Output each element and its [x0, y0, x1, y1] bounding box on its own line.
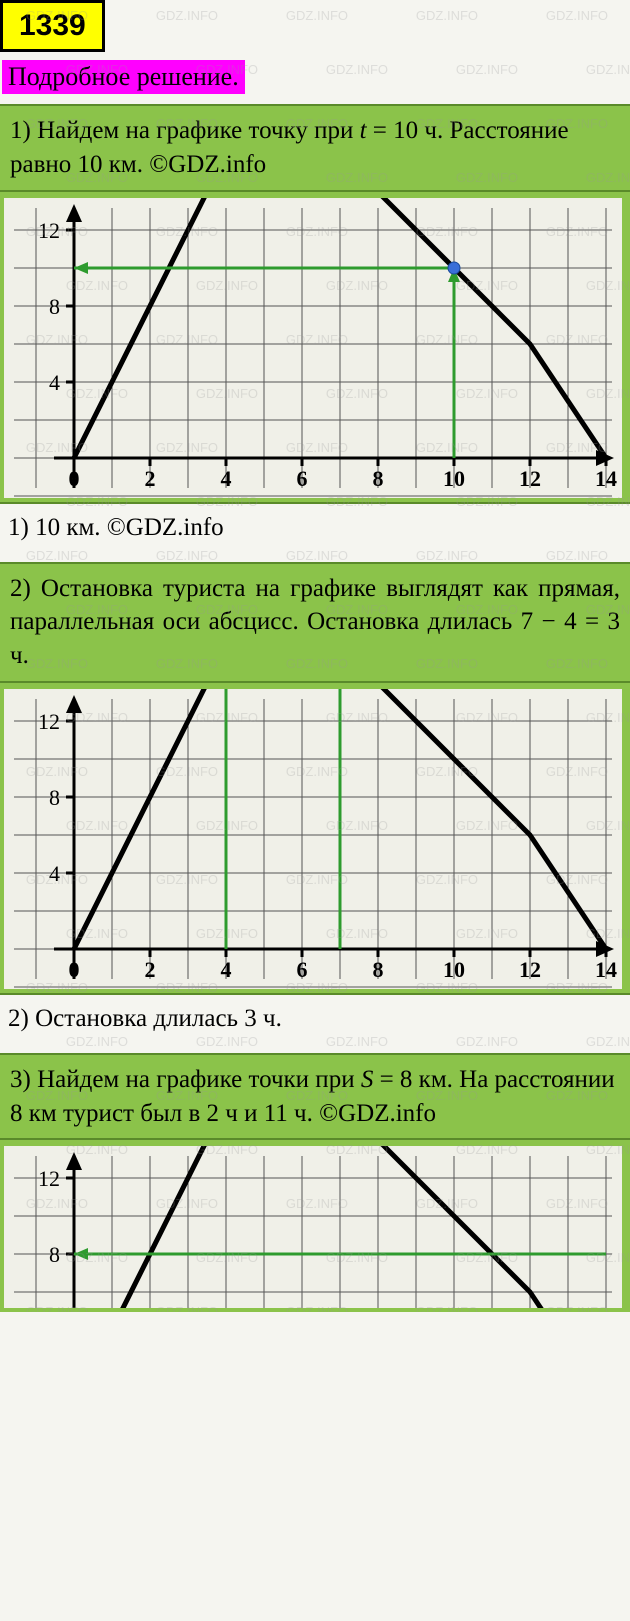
svg-text:12: 12 — [38, 218, 60, 243]
svg-text:10: 10 — [443, 466, 465, 491]
svg-text:12: 12 — [38, 709, 60, 734]
step1-line1: 1) Найдем на графике точку при — [10, 117, 360, 144]
chart-1: 48121602468101214 — [4, 198, 622, 498]
svg-text:8: 8 — [49, 294, 60, 319]
step-3-text: 3) Найдем на графике точки при S = 8 км.… — [0, 1053, 630, 1141]
answer-1: 1) 10 км. ©GDZ.info — [0, 504, 630, 552]
step3-line1: 3) Найдем на графике точки при — [10, 1066, 361, 1093]
chart-2: 48121602468101214 — [4, 689, 622, 989]
chart-3: 48121602468101214 — [4, 1146, 622, 1308]
svg-text:2: 2 — [145, 957, 156, 982]
svg-text:0: 0 — [69, 466, 80, 491]
svg-text:12: 12 — [38, 1166, 60, 1191]
answer-2: 2) Остановка длилась 3 ч. — [0, 995, 630, 1043]
svg-text:0: 0 — [69, 957, 80, 982]
chart-2-container: 48121602468101214 — [0, 683, 630, 995]
svg-text:8: 8 — [49, 1242, 60, 1267]
svg-text:14: 14 — [595, 466, 617, 491]
svg-text:4: 4 — [49, 370, 60, 395]
solution-heading: Подробное решение. — [2, 60, 245, 94]
svg-text:2: 2 — [145, 466, 156, 491]
step-1-text: 1) Найдем на графике точку при t = 10 ч.… — [0, 104, 630, 192]
svg-text:6: 6 — [297, 466, 308, 491]
svg-text:12: 12 — [519, 466, 541, 491]
svg-text:8: 8 — [49, 785, 60, 810]
step-2-text: 2) Остановка туриста на графике выглядят… — [0, 562, 630, 683]
svg-text:12: 12 — [519, 957, 541, 982]
svg-text:14: 14 — [595, 957, 617, 982]
svg-text:10: 10 — [443, 957, 465, 982]
svg-text:8: 8 — [373, 957, 384, 982]
step3-eq: = 8 км. — [373, 1066, 453, 1093]
chart-3-container: 48121602468101214 — [0, 1140, 630, 1312]
svg-text:8: 8 — [373, 466, 384, 491]
problem-number: 1339 — [0, 0, 105, 52]
step2-text: 2) Остановка туриста на графике выглядят… — [10, 575, 620, 670]
step1-var: t — [360, 117, 367, 144]
step3-var: S — [361, 1066, 374, 1093]
svg-text:4: 4 — [49, 861, 60, 886]
svg-text:6: 6 — [297, 957, 308, 982]
svg-text:4: 4 — [221, 466, 232, 491]
chart-1-container: 48121602468101214 — [0, 192, 630, 504]
step1-eq: = 10 ч. — [367, 117, 444, 144]
svg-text:4: 4 — [221, 957, 232, 982]
